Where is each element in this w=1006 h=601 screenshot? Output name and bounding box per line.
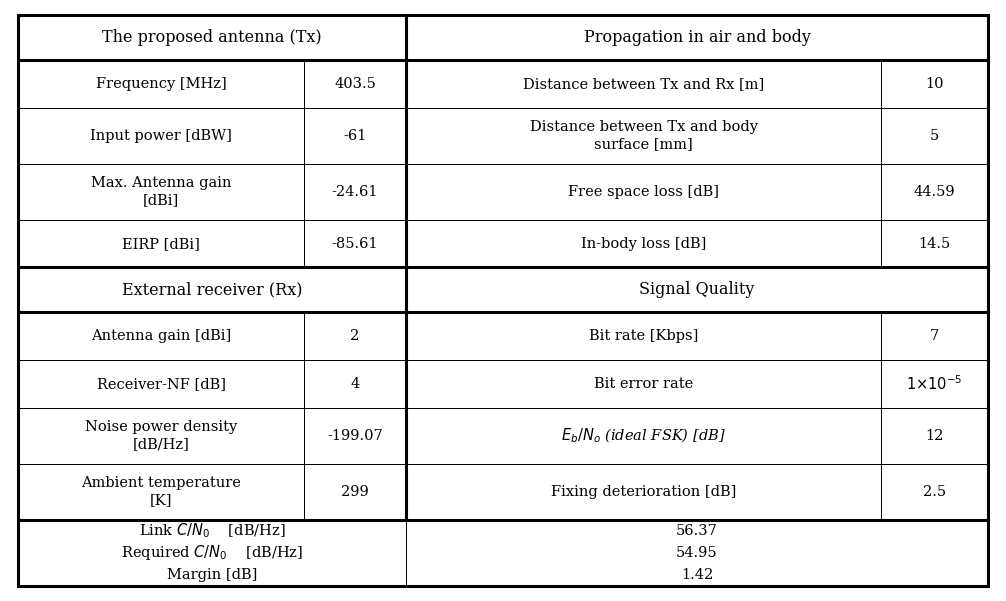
Text: Input power [dBW]: Input power [dBW] bbox=[91, 129, 232, 142]
Text: 4: 4 bbox=[350, 377, 360, 391]
Text: Free space loss [dB]: Free space loss [dB] bbox=[568, 185, 719, 199]
Text: $1{\times}10^{-5}$: $1{\times}10^{-5}$ bbox=[906, 374, 963, 393]
Text: Propagation in air and body: Propagation in air and body bbox=[583, 29, 811, 46]
Bar bbox=[18, 313, 304, 360]
Text: Distance between Tx and body
surface [mm]: Distance between Tx and body surface [mm… bbox=[529, 120, 758, 151]
Text: 56.37: 56.37 bbox=[676, 524, 718, 538]
Text: 12: 12 bbox=[926, 429, 944, 443]
Text: Distance between Tx and Rx [m]: Distance between Tx and Rx [m] bbox=[523, 77, 765, 91]
Text: $E_b/N_o$ (ideal FSK) [dB]: $E_b/N_o$ (ideal FSK) [dB] bbox=[561, 427, 726, 445]
Text: Required $C/N_0$    [dB/Hz]: Required $C/N_0$ [dB/Hz] bbox=[121, 543, 303, 563]
Bar bbox=[18, 464, 304, 520]
Bar bbox=[18, 108, 304, 163]
Bar bbox=[304, 464, 406, 520]
Text: 54.95: 54.95 bbox=[676, 546, 717, 560]
Text: Signal Quality: Signal Quality bbox=[639, 281, 754, 299]
Bar bbox=[406, 267, 988, 313]
Text: 403.5: 403.5 bbox=[334, 77, 376, 91]
Bar bbox=[18, 267, 406, 313]
Text: In-body loss [dB]: In-body loss [dB] bbox=[580, 237, 706, 251]
Bar bbox=[18, 407, 304, 464]
Bar bbox=[406, 220, 881, 267]
Text: -61: -61 bbox=[343, 129, 367, 142]
Bar bbox=[304, 220, 406, 267]
Text: 2.5: 2.5 bbox=[923, 485, 946, 499]
Bar bbox=[406, 313, 881, 360]
Bar bbox=[406, 15, 988, 60]
Bar bbox=[304, 163, 406, 220]
Text: Max. Antenna gain
[dBi]: Max. Antenna gain [dBi] bbox=[91, 176, 231, 207]
Text: 44.59: 44.59 bbox=[913, 185, 956, 199]
Text: EIRP [dBi]: EIRP [dBi] bbox=[122, 237, 200, 251]
Bar bbox=[881, 163, 988, 220]
Bar bbox=[881, 60, 988, 108]
Text: Bit error rate: Bit error rate bbox=[594, 377, 693, 391]
Text: 10: 10 bbox=[926, 77, 944, 91]
Text: Antenna gain [dBi]: Antenna gain [dBi] bbox=[91, 329, 231, 343]
Text: 5: 5 bbox=[930, 129, 940, 142]
Bar bbox=[406, 360, 881, 407]
Bar bbox=[304, 313, 406, 360]
Text: 1.42: 1.42 bbox=[681, 568, 713, 582]
Text: Link $C/N_0$    [dB/Hz]: Link $C/N_0$ [dB/Hz] bbox=[139, 522, 286, 540]
Bar bbox=[18, 60, 304, 108]
Bar bbox=[304, 407, 406, 464]
Bar bbox=[304, 360, 406, 407]
Bar bbox=[406, 163, 881, 220]
Bar bbox=[881, 108, 988, 163]
Bar bbox=[881, 313, 988, 360]
Bar bbox=[304, 60, 406, 108]
Text: Fixing deterioration [dB]: Fixing deterioration [dB] bbox=[551, 485, 736, 499]
Bar bbox=[304, 108, 406, 163]
Text: -199.07: -199.07 bbox=[327, 429, 383, 443]
Text: Ambient temperature
[K]: Ambient temperature [K] bbox=[81, 476, 241, 507]
Bar bbox=[406, 464, 881, 520]
Text: The proposed antenna (Tx): The proposed antenna (Tx) bbox=[103, 29, 322, 46]
Bar bbox=[881, 360, 988, 407]
Bar bbox=[18, 163, 304, 220]
Text: 14.5: 14.5 bbox=[918, 237, 951, 251]
Text: 299: 299 bbox=[341, 485, 369, 499]
Bar bbox=[881, 407, 988, 464]
Bar bbox=[406, 108, 881, 163]
Bar bbox=[406, 407, 881, 464]
Text: 2: 2 bbox=[350, 329, 360, 343]
Bar bbox=[18, 220, 304, 267]
Text: 7: 7 bbox=[930, 329, 940, 343]
Text: Margin [dB]: Margin [dB] bbox=[167, 568, 258, 582]
Text: Bit rate [Kbps]: Bit rate [Kbps] bbox=[589, 329, 698, 343]
Text: External receiver (Rx): External receiver (Rx) bbox=[122, 281, 303, 299]
Text: -24.61: -24.61 bbox=[332, 185, 378, 199]
Text: Noise power density
[dB/Hz]: Noise power density [dB/Hz] bbox=[86, 420, 237, 451]
Bar bbox=[406, 60, 881, 108]
Bar bbox=[881, 220, 988, 267]
Text: Frequency [MHz]: Frequency [MHz] bbox=[96, 77, 226, 91]
Bar bbox=[18, 15, 406, 60]
Text: -85.61: -85.61 bbox=[332, 237, 378, 251]
Text: Receiver-NF [dB]: Receiver-NF [dB] bbox=[97, 377, 225, 391]
Bar bbox=[18, 360, 304, 407]
Bar bbox=[18, 520, 988, 586]
Bar bbox=[881, 464, 988, 520]
